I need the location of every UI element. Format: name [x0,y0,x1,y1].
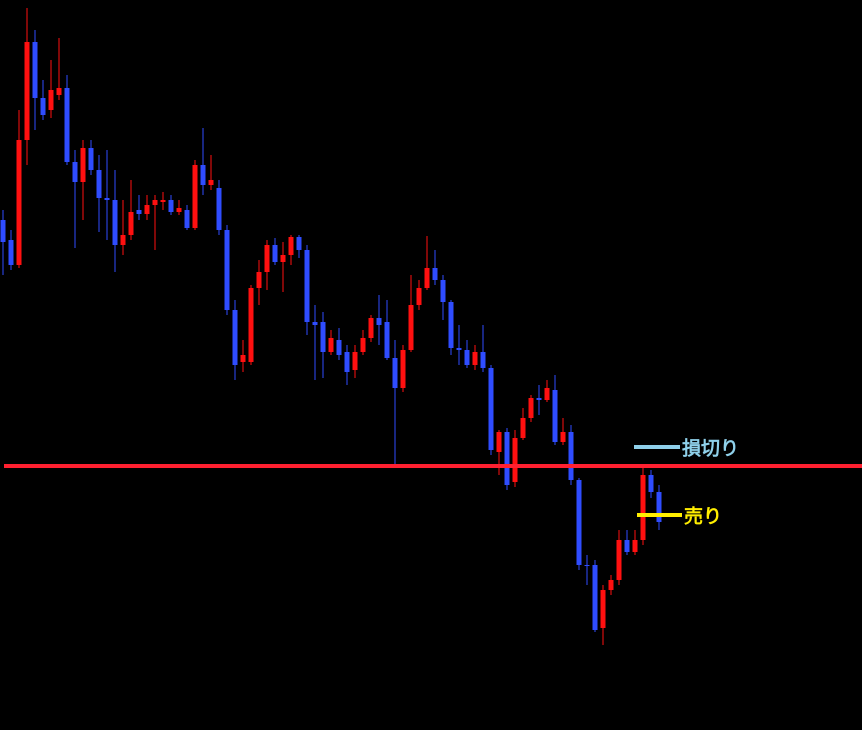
candle-body [112,200,118,245]
candle-body [216,188,222,230]
candle-body [488,368,494,450]
candle-body [448,302,454,348]
candle-body [40,98,46,115]
candle-body [520,418,526,438]
candle-body [584,565,590,566]
candle-body [80,148,86,182]
candle-body [552,390,558,442]
candle-body [192,165,198,228]
candle-body [656,492,662,522]
candle-body [352,352,358,370]
candle-body [424,268,430,288]
candle-body [16,140,22,265]
candle-body [72,162,78,182]
candle-body [432,268,438,280]
candle-body [592,565,598,630]
candle-body [8,240,14,265]
candle-body [496,432,502,452]
candle-body [528,398,534,418]
candle-body [296,237,302,250]
candle-body [48,90,54,110]
annotation-label: 損切り [682,438,739,460]
candle-body [368,318,374,338]
candle-body [136,210,142,214]
candle-body [160,200,166,202]
candle-body [264,245,270,272]
candle-body [208,180,214,185]
candle-body [440,280,446,302]
candle-body [536,398,542,400]
candle-body [336,340,342,355]
candle-body [320,322,326,352]
candle-body [640,475,646,540]
candle-body [24,42,30,140]
candle-body [224,230,230,310]
candle-body [464,350,470,365]
candle-body [576,480,582,565]
candle-body [560,432,566,442]
candle-body [88,148,94,170]
candle-body [288,237,294,255]
candle-body [512,438,518,482]
candle-body [232,310,238,365]
annotation-label: 売り [684,505,722,528]
candle-body [408,305,414,350]
candle-body [104,198,110,200]
candle-body [376,318,382,325]
candle-body [144,205,150,214]
candle-body [400,350,406,388]
candle-body [416,288,422,305]
candle-body [168,200,174,212]
candle-body [32,42,38,98]
candle-body [272,245,278,262]
candle-body [632,540,638,552]
candle-body [472,352,478,365]
candle-body [456,348,462,350]
candle-body [544,388,550,400]
candle-body [328,338,334,352]
candle-body [616,540,622,580]
candle-body [184,210,190,228]
candle-body [0,220,6,242]
candle-body [624,540,630,552]
candle-body [600,590,606,628]
candle-body [504,432,510,485]
candle-body [280,255,286,262]
candle-body [240,355,246,362]
candle-body [344,352,350,372]
candle-body [56,88,62,95]
candle-body [312,322,318,325]
candle-body [176,208,182,212]
candle-body [256,272,262,288]
candle-body [304,250,310,322]
candle-body [648,475,654,492]
candle-body [128,212,134,235]
candle-body [152,200,158,205]
candle-body [480,352,486,368]
candle-body [120,235,126,245]
candle-body [360,338,366,352]
candle-body [384,322,390,358]
candle-body [568,432,574,480]
candle-body [64,88,70,162]
candle-body [608,580,614,590]
candle-body [96,170,102,198]
candle-body [248,288,254,362]
candle-body [392,358,398,388]
candle-body [200,165,206,185]
